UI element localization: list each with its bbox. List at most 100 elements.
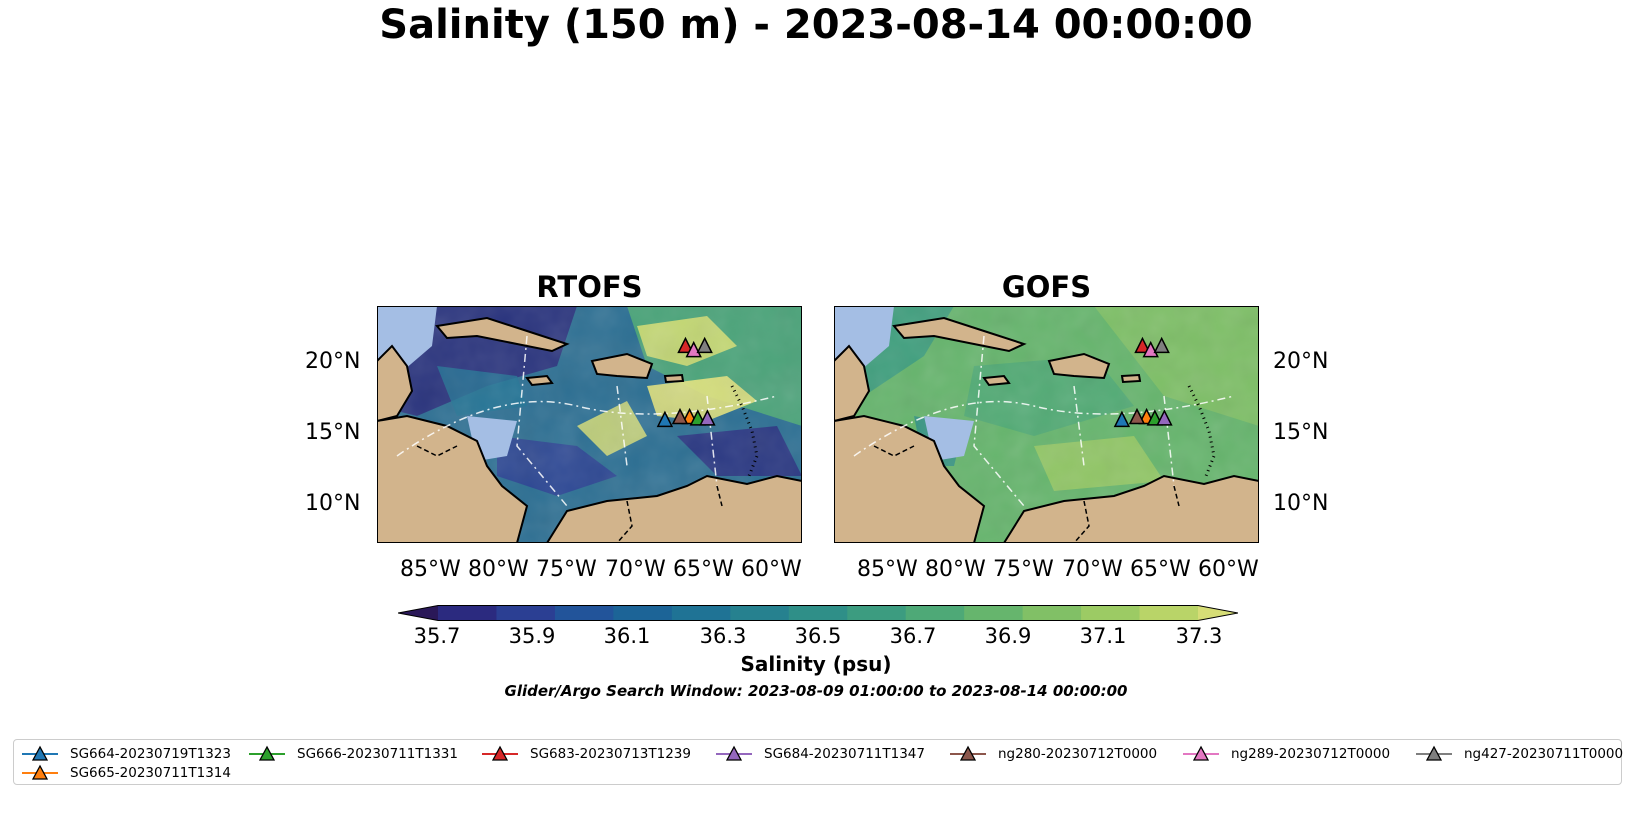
colorbar-segment [730, 605, 790, 621]
legend: SG664-20230719T1323 SG665-20230711T1314 … [13, 739, 1623, 785]
triangle-marker-icon [950, 745, 986, 761]
colorbar-tick: 36.1 [603, 624, 651, 648]
gofs-glider-markers [1113, 336, 1173, 428]
lat-tick-right: 15°N [1273, 420, 1329, 445]
colorbar-segment [671, 605, 731, 621]
rtofs-map [377, 306, 802, 543]
glider-marker [1156, 409, 1173, 426]
colorbar-segment [438, 605, 497, 621]
triangle-marker-icon [22, 764, 58, 780]
eez-lines [396, 335, 778, 507]
colorbar-extend-max [1198, 605, 1238, 621]
figure-title: Salinity (150 m) - 2023-08-14 00:00:00 [379, 2, 1253, 48]
legend-label: SG683-20230713T1239 [530, 746, 691, 762]
lon-tick: 65°W [1130, 557, 1191, 582]
colorbar-segment [613, 605, 673, 621]
rtofs-panel-title: RTOFS [536, 270, 643, 304]
land-jamaica [525, 374, 554, 387]
land-mexico-yucatan [377, 344, 414, 423]
legend-label: SG684-20230711T1347 [764, 746, 925, 762]
glider-marker [656, 410, 674, 428]
legend-item: ng289-20230712T0000 [1181, 745, 1390, 763]
land-hispaniola [590, 352, 654, 380]
triangle-marker-icon [1416, 745, 1452, 761]
land-south-america [1002, 474, 1259, 543]
legend-label: SG664-20230719T1323 [70, 746, 231, 762]
colorbar [398, 605, 1238, 621]
lat-tick-right: 10°N [1273, 491, 1329, 516]
lat-tick-left: 20°N [305, 349, 361, 374]
colorbar-tick: 36.5 [794, 624, 842, 648]
legend-label: SG665-20230711T1314 [70, 765, 231, 781]
legend-label: ng280-20230712T0000 [998, 746, 1158, 762]
legend-label: SG666-20230711T1331 [297, 746, 458, 762]
legend-label: ng427-20230711T0000 [1464, 746, 1624, 762]
colorbar-tick: 35.9 [508, 624, 556, 648]
lon-tick: 75°W [993, 557, 1054, 582]
legend-item: SG683-20230713T1239 [480, 745, 691, 763]
lat-tick-left: 10°N [305, 491, 361, 516]
colorbar-segment [496, 605, 556, 621]
gofs-panel-title: GOFS [1001, 270, 1092, 304]
lat-tick-left: 15°N [305, 420, 361, 445]
lon-tick: 65°W [673, 557, 734, 582]
land-south-america [545, 474, 802, 543]
colorbar-segment [847, 605, 907, 621]
land-central-america [834, 414, 986, 543]
legend-item: SG666-20230711T1331 [247, 745, 458, 763]
legend-item: ng280-20230712T0000 [948, 745, 1157, 763]
glider-marker [1153, 336, 1170, 354]
colorbar-segment [964, 605, 1024, 621]
lon-tick: 75°W [536, 557, 597, 582]
colorbar-segment [788, 605, 848, 621]
colorbar-segment [905, 605, 965, 621]
glider-marker [689, 409, 707, 426]
colorbar-tick: 35.7 [413, 624, 461, 648]
colorbar-segment [1022, 605, 1082, 621]
search-window-note: Glider/Argo Search Window: 2023-08-09 01… [504, 682, 1128, 700]
country-borders [416, 445, 723, 543]
triangle-marker-icon [482, 745, 518, 761]
triangle-marker-icon [1183, 745, 1219, 761]
lon-tick: 60°W [1198, 557, 1259, 582]
glider-marker [1128, 407, 1146, 425]
glider-marker [1146, 409, 1164, 426]
lon-tick: 70°W [1062, 557, 1123, 582]
lon-tick: 85°W [400, 557, 461, 582]
glider-marker [671, 407, 689, 425]
colorbar-tick: 37.1 [1079, 624, 1127, 648]
lon-tick: 80°W [468, 557, 529, 582]
colorbar-tick: 36.9 [984, 624, 1032, 648]
lat-tick-right: 20°N [1273, 349, 1329, 374]
lon-tick: 70°W [605, 557, 666, 582]
triangle-marker-icon [22, 745, 58, 761]
glider-marker [1134, 336, 1151, 354]
colorbar-tick: 37.3 [1175, 624, 1223, 648]
glider-marker [677, 336, 694, 354]
lon-tick: 85°W [857, 557, 918, 582]
glider-marker [1113, 410, 1131, 428]
land-central-america [377, 414, 529, 543]
glider-marker [699, 409, 716, 426]
country-borders [873, 445, 1180, 543]
glider-marker [696, 336, 713, 354]
colorbar-tick: 36.7 [889, 624, 937, 648]
gofs-map [834, 306, 1259, 543]
land-puerto-rico [1120, 373, 1142, 384]
colorbar-segment [1081, 605, 1141, 621]
colorbar-segment [1139, 605, 1199, 621]
lon-tick: 80°W [925, 557, 986, 582]
lon-tick: 60°W [741, 557, 802, 582]
legend-item: ng427-20230711T0000 [1414, 745, 1623, 763]
land-mexico-yucatan [834, 344, 871, 423]
land-puerto-rico [663, 373, 685, 384]
colorbar-extend-min [398, 605, 438, 621]
legend-label: ng289-20230712T0000 [1231, 746, 1391, 762]
triangle-marker-icon [249, 745, 285, 761]
land-jamaica [982, 374, 1011, 387]
legend-item: SG664-20230719T1323 [20, 745, 231, 763]
land-cuba [892, 316, 1027, 353]
colorbar-tick: 36.3 [699, 624, 747, 648]
land-cuba [435, 316, 570, 353]
triangle-marker-icon [716, 745, 752, 761]
